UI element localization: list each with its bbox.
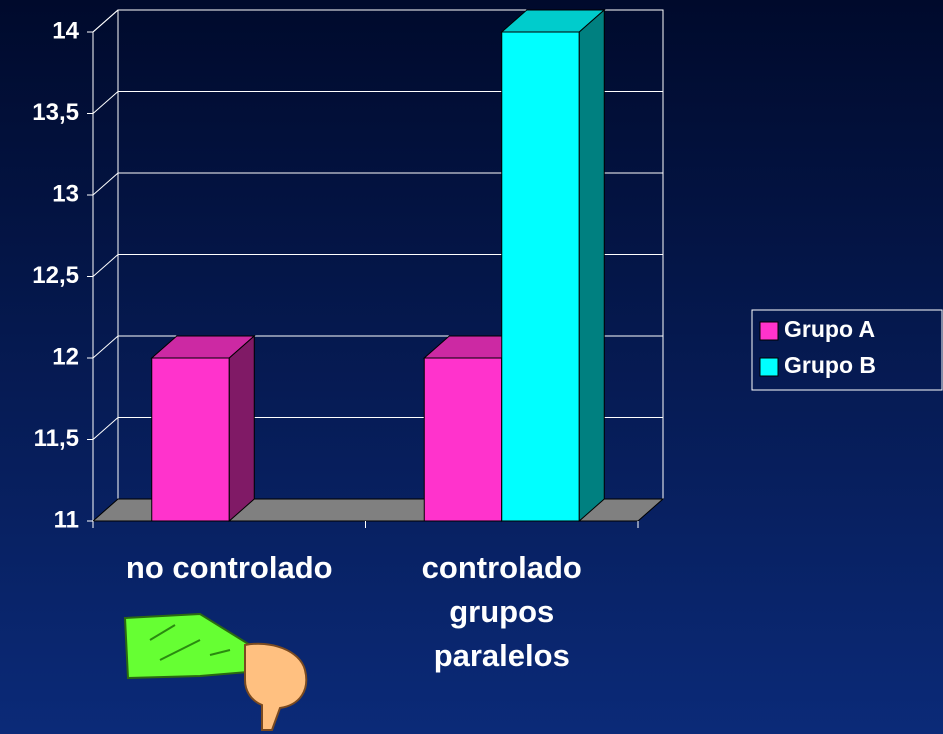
y-tick-label: 12 [52, 343, 79, 370]
grid-line [92, 335, 119, 359]
y-tick-label: 13,5 [32, 99, 79, 126]
y-tick-label: 13 [52, 180, 79, 207]
bar [150, 334, 256, 523]
legend-box [751, 309, 943, 391]
bar-front [501, 31, 580, 522]
y-tick-label: 11,5 [34, 425, 79, 452]
bar-side [228, 334, 255, 523]
x-tick-label: no controlado [126, 550, 333, 585]
grid-line [92, 172, 119, 196]
grid-line [92, 417, 119, 440]
legend-swatch [759, 357, 779, 377]
bar-front [151, 357, 230, 522]
legend-label: Grupo A [784, 316, 875, 342]
x-tick-label: controlado grupos paralelos [422, 550, 582, 673]
y-tick-label: 14 [52, 17, 79, 44]
y-tick-label: 12,5 [32, 262, 79, 289]
hand-illustration [123, 612, 308, 731]
grid-line [92, 9, 119, 33]
bar-front [423, 357, 503, 522]
legend-label: Grupo B [784, 352, 876, 378]
grid-line [92, 91, 119, 114]
legend-swatch [759, 321, 779, 341]
bar-side [578, 8, 605, 523]
y-tick-label: 11 [54, 506, 79, 533]
grid-line [92, 254, 119, 277]
bar [500, 8, 606, 523]
